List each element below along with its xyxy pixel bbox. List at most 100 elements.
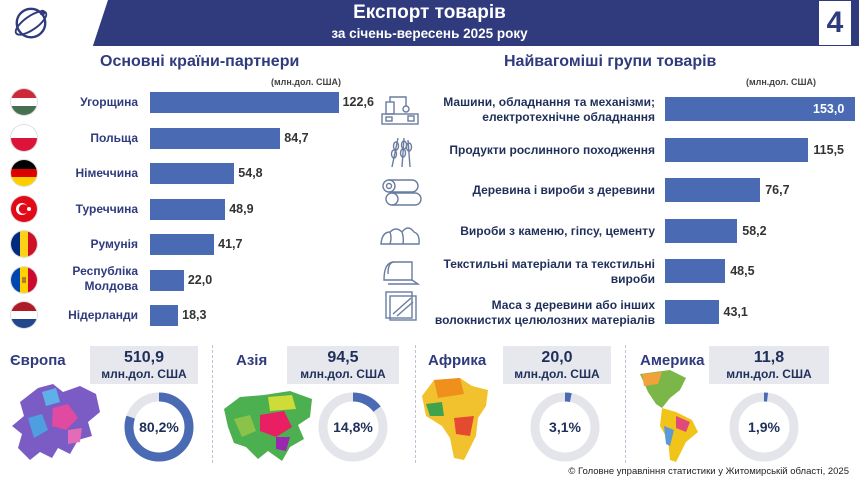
donut-label: 3,1%: [549, 419, 581, 435]
group-label-line2: електротехнічне обладнання: [482, 110, 655, 124]
group-bar: [665, 259, 726, 283]
flag-netherlands-icon: [11, 302, 37, 328]
group-value: 76,7: [765, 183, 790, 197]
textile-icon: [383, 261, 421, 285]
logo-area: [0, 0, 108, 46]
donut-label: 80,2%: [139, 419, 179, 435]
group-bar: [665, 137, 809, 162]
group-value: 115,5: [813, 142, 845, 157]
flag-moldova-icon: [11, 266, 37, 293]
partner-label: Польща: [28, 131, 138, 146]
partner-label: Румунія: [28, 237, 139, 252]
partner-label-line1: Німеччина: [75, 166, 138, 180]
region-amount: 11,8: [753, 349, 785, 366]
page-title: Експорт товарів: [353, 2, 506, 23]
donut-slice: [530, 392, 600, 462]
divider-2: [415, 345, 416, 463]
asia-map-icon: [224, 391, 312, 461]
group-value: 48,5: [730, 264, 755, 278]
divider-1: [212, 345, 213, 463]
europe-map-icon: [12, 384, 100, 460]
group-label-line1: Деревина і вироби з деревини: [472, 183, 655, 197]
region-unit: млн.дол. США: [300, 367, 386, 381]
flag-turkey-icon: [11, 195, 37, 222]
partner-label-line1: Туреччина: [75, 201, 138, 216]
groups-title: Найвагоміші групи товарів: [504, 53, 717, 70]
group-label-line1: Маса з деревини або інших: [491, 297, 655, 312]
flag-germany-icon: [11, 160, 37, 186]
partner-value: 84,7: [284, 130, 309, 145]
partner-label-line1: Угорщина: [80, 95, 138, 109]
divider-3: [625, 345, 626, 463]
donut-slice: [729, 392, 799, 462]
flag-poland-icon: [11, 124, 37, 151]
region-name-america: Америка: [640, 352, 705, 369]
partner-label-line1: Польща: [90, 130, 138, 145]
region-name-africa: Африка: [428, 352, 487, 369]
partner-bar: [150, 269, 184, 291]
partners-unit: (млн.дол. США): [271, 77, 342, 87]
group-label-line2: вироби: [610, 272, 655, 286]
region-name-asia: Азія: [236, 352, 268, 369]
region-amount: 20,0: [541, 349, 573, 366]
donut-slice: [318, 392, 388, 462]
partner-label: Нідерланди: [28, 308, 138, 323]
page-subtitle: за січень-вересень 2025 року: [331, 26, 528, 41]
partner-bar: [150, 305, 179, 326]
group-value: 43,1: [723, 304, 748, 319]
partner-value: 54,8: [238, 166, 263, 180]
region-unit: млн.дол. США: [514, 367, 600, 381]
group-value: 58,2: [742, 223, 767, 238]
page-number: 4: [819, 1, 851, 45]
region-amount-box-africa: 20,0 млн.дол. США: [503, 346, 611, 384]
group-value: 153,0: [813, 102, 845, 116]
groups-unit: (млн.дол. США): [746, 77, 817, 87]
region-amount-box-asia: 94,5 млн.дол. США: [287, 346, 399, 384]
group-label-line1: Вироби з каменю, гіпсу, цементу: [460, 223, 655, 238]
partner-label-line1: Нідерланди: [68, 308, 138, 322]
flag-hungary-icon: [11, 89, 37, 115]
partner-bar: [150, 92, 339, 113]
region-unit: млн.дол. США: [101, 367, 187, 381]
group-bar: [665, 299, 719, 324]
header-bar: [0, 0, 859, 46]
donut-america: 1,9%: [729, 392, 799, 462]
statistics-logo-icon: [14, 7, 48, 39]
group-bar: [665, 178, 761, 202]
donut-label: 14,8%: [333, 419, 373, 435]
group-label: Машини, обладнання та механізми; електрот…: [395, 95, 655, 125]
group-label-line1: Продукти рослинного походження: [449, 142, 655, 157]
stones-icon: [380, 227, 420, 245]
machinery-icon: [381, 96, 419, 125]
partner-label: Туреччина: [28, 202, 138, 217]
partner-bar: [150, 198, 226, 220]
partner-label: Республіка Молдова: [28, 264, 138, 294]
flag-romania-icon: [11, 231, 37, 257]
africa-map-icon: [422, 378, 488, 460]
group-label-line2: волокнистих целюлозних матеріалів: [434, 312, 655, 327]
group-label-line1: Машини, обладнання та механізми;: [443, 95, 655, 109]
group-label: Текстильні матеріали та текстильні вироби: [395, 257, 655, 287]
partner-bar: [150, 234, 215, 255]
group-bar: [665, 218, 738, 243]
group-bar: [665, 97, 855, 121]
americas-map-icon: [640, 370, 698, 462]
partner-value: 122,6: [342, 95, 374, 109]
region-name-europe: Європа: [10, 352, 66, 369]
region-amount: 94,5: [327, 349, 359, 366]
region-amount-box-europe: 510,9 млн.дол. США: [90, 346, 198, 384]
group-label: Маса з деревини або інших волокнистих цел…: [395, 298, 655, 328]
donut-africa: 3,1%: [530, 392, 600, 462]
wheat-icon: [390, 137, 413, 168]
partner-value: 41,7: [218, 237, 243, 251]
wood-logs-icon: [382, 179, 422, 206]
partner-label: Угорщина: [28, 95, 138, 110]
group-label: Вироби з каменю, гіпсу, цементу: [395, 224, 655, 239]
donut-europe: 80,2%: [124, 392, 194, 462]
partner-value: 48,9: [229, 201, 254, 216]
region-amount-box-america: 11,8 млн.дол. США: [709, 346, 829, 384]
group-label: Деревина і вироби з деревини: [395, 183, 655, 198]
partners-title: Основні країни-партнери: [100, 53, 300, 70]
region-unit: млн.дол. США: [726, 367, 812, 381]
